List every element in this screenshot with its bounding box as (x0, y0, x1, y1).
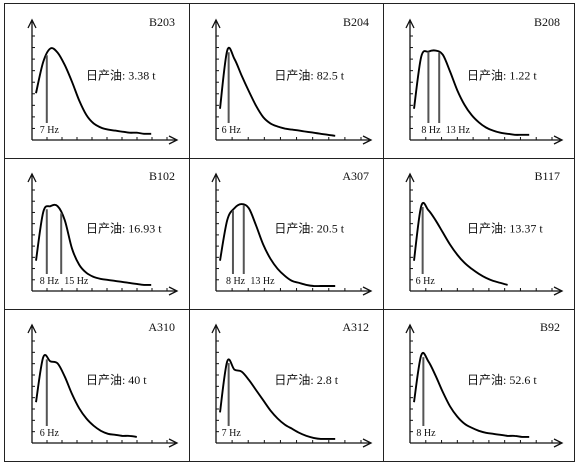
chart-panel-b117: 6 Hz B117 日产油: 13.37 t (383, 158, 574, 309)
series-line (219, 46, 336, 137)
chart-svg: 6 Hz B204 日产油: 82.5 t (211, 15, 373, 145)
well-name-label: B92 (540, 320, 560, 334)
well-name-label: B102 (149, 169, 175, 183)
chart-svg: 7 Hz B203 日产油: 3.38 t (27, 15, 179, 145)
x-axis-arrow (168, 286, 179, 296)
chart-panel-a307: 8 Hz 13 Hz A307 日产油: 20.5 t (189, 158, 383, 309)
well-name-label: A307 (342, 169, 369, 183)
frequency-marker-label: 8 Hz (416, 428, 436, 439)
chart-svg: 8 Hz B92 日产油: 52.6 t (405, 320, 564, 448)
daily-oil-annotation: 日产油: 3.38 t (86, 69, 156, 83)
y-axis-arrow (211, 18, 221, 29)
series-line (35, 203, 152, 286)
y-axis-arrow (211, 323, 221, 334)
well-name-label: B203 (149, 15, 175, 29)
daily-oil-annotation: 日产油: 16.93 t (86, 221, 162, 235)
series-line (413, 49, 530, 136)
row-divider (5, 158, 574, 159)
chart-panel-b92: 8 Hz B92 日产油: 52.6 t (383, 309, 574, 461)
x-axis-arrow (362, 438, 373, 448)
well-name-label: B117 (534, 169, 560, 183)
frequency-marker-label: 6 Hz (222, 125, 242, 136)
chart-panel-b203: 7 Hz B203 日产油: 3.38 t (5, 4, 189, 158)
daily-oil-annotation: 日产油: 52.6 t (467, 373, 537, 387)
x-axis-arrow (362, 286, 373, 296)
well-name-label: B204 (343, 15, 369, 29)
frequency-marker-label: 8 Hz (226, 276, 246, 287)
daily-oil-annotation: 日产油: 13.37 t (467, 221, 543, 235)
daily-oil-annotation: 日产油: 1.22 t (467, 69, 537, 83)
frequency-marker-label: 7 Hz (222, 428, 242, 439)
chart-panel-a310: 6 Hz A310 日产油: 40 t (5, 309, 189, 461)
frequency-marker-label: 13 Hz (446, 125, 471, 136)
frequency-marker-label: 8 Hz (40, 276, 60, 287)
y-axis-arrow (211, 172, 221, 183)
row-divider (5, 309, 574, 310)
well-name-label: B208 (534, 15, 560, 29)
chart-svg: 6 Hz A310 日产油: 40 t (27, 320, 179, 448)
x-axis-arrow (553, 135, 564, 145)
x-axis-arrow (362, 135, 373, 145)
x-axis-arrow (553, 438, 564, 448)
daily-oil-annotation: 日产油: 82.5 t (274, 69, 344, 83)
y-axis-arrow (27, 18, 37, 29)
chart-panel-a312: 7 Hz A312 日产油: 2.8 t (189, 309, 383, 461)
series-line (413, 201, 508, 286)
chart-panel-b208: 8 Hz 13 Hz B208 日产油: 1.22 t (383, 4, 574, 158)
chart-panel-b102: 8 Hz 15 Hz B102 日产油: 16.93 t (5, 158, 189, 309)
x-axis-arrow (553, 286, 564, 296)
chart-svg: 6 Hz B117 日产油: 13.37 t (405, 169, 564, 296)
series-line (413, 351, 530, 438)
frequency-marker-label: 6 Hz (416, 276, 436, 287)
daily-oil-annotation: 日产油: 40 t (86, 373, 147, 387)
frequency-marker-label: 6 Hz (40, 428, 60, 439)
y-axis-arrow (27, 323, 37, 334)
frequency-marker-label: 8 Hz (421, 125, 441, 136)
series-line (219, 203, 336, 287)
series-line (35, 353, 137, 438)
series-line (35, 47, 152, 135)
chart-svg: 8 Hz 15 Hz B102 日产油: 16.93 t (27, 169, 179, 296)
column-divider (189, 4, 190, 461)
frequency-marker-label: 15 Hz (64, 276, 89, 287)
y-axis-arrow (405, 18, 415, 29)
chart-grid: 7 Hz B203 日产油: 3.38 t 6 Hz B204 日产油: 82.5 t 8 … (4, 3, 575, 462)
well-name-label: A312 (342, 320, 369, 334)
frequency-marker-label: 13 Hz (250, 276, 275, 287)
y-axis-arrow (405, 323, 415, 334)
x-axis-arrow (168, 438, 179, 448)
x-axis-arrow (168, 135, 179, 145)
series-line (219, 358, 336, 440)
y-axis-arrow (27, 172, 37, 183)
well-name-label: A310 (148, 320, 175, 334)
chart-panel-b204: 6 Hz B204 日产油: 82.5 t (189, 4, 383, 158)
chart-svg: 8 Hz 13 Hz B208 日产油: 1.22 t (405, 15, 564, 145)
column-divider (383, 4, 384, 461)
chart-svg: 7 Hz A312 日产油: 2.8 t (211, 320, 373, 448)
y-axis-arrow (405, 172, 415, 183)
daily-oil-annotation: 日产油: 2.8 t (274, 373, 338, 387)
daily-oil-annotation: 日产油: 20.5 t (274, 221, 344, 235)
chart-svg: 8 Hz 13 Hz A307 日产油: 20.5 t (211, 169, 373, 296)
frequency-marker-label: 7 Hz (40, 125, 60, 136)
